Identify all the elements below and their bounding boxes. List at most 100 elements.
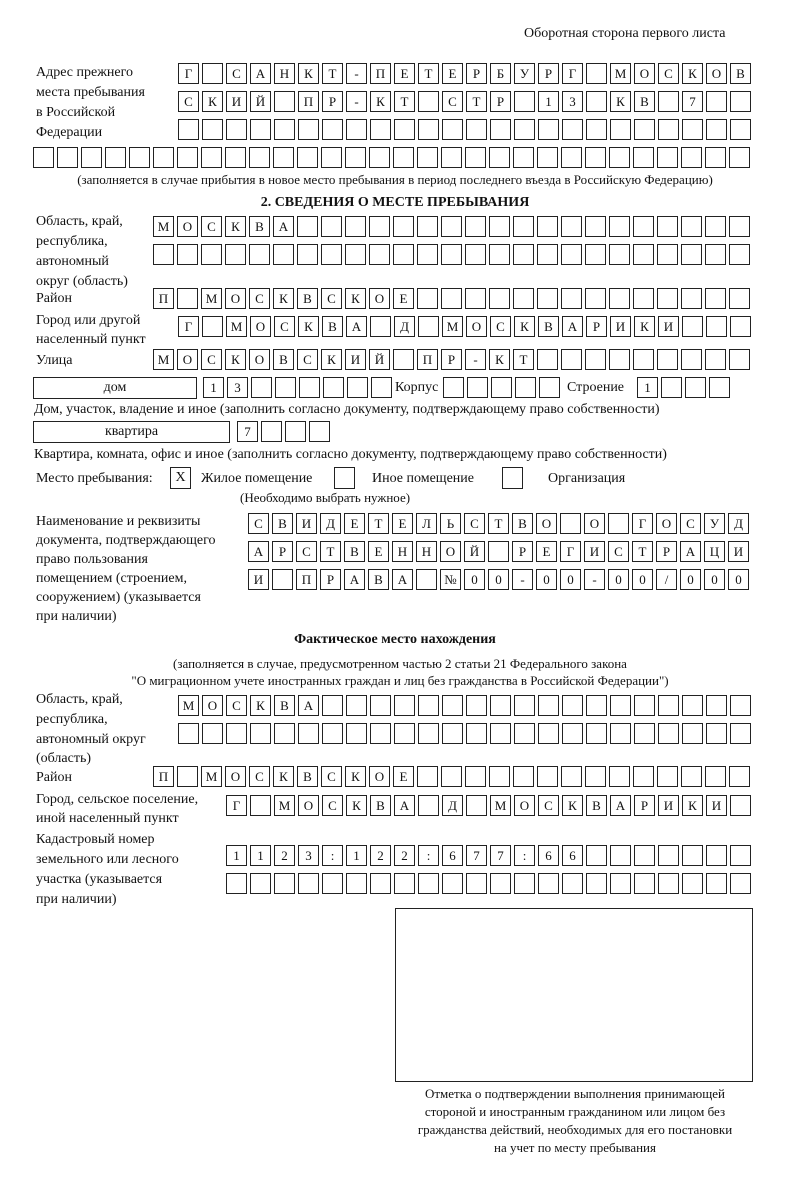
- char-cell[interactable]: К: [370, 91, 391, 112]
- char-cell[interactable]: [346, 873, 367, 894]
- char-cell[interactable]: [562, 723, 583, 744]
- char-cell[interactable]: О: [225, 288, 246, 309]
- char-cell[interactable]: [730, 845, 751, 866]
- char-cell[interactable]: [297, 147, 318, 168]
- char-cell[interactable]: К: [298, 63, 319, 84]
- char-cell[interactable]: [323, 377, 344, 398]
- char-cell[interactable]: [633, 147, 654, 168]
- char-cell[interactable]: [370, 695, 391, 716]
- char-cell[interactable]: К: [345, 288, 366, 309]
- char-cell[interactable]: В: [512, 513, 533, 534]
- char-cell[interactable]: С: [322, 795, 343, 816]
- char-cell[interactable]: [658, 119, 679, 140]
- char-cell[interactable]: С: [321, 288, 342, 309]
- char-cell[interactable]: [153, 147, 174, 168]
- char-cell[interactable]: [729, 147, 750, 168]
- doc-row-3[interactable]: И П Р А В А № 0 0-0 0-0 0/0 0 0: [248, 569, 749, 590]
- char-cell[interactable]: О: [466, 316, 487, 337]
- char-cell[interactable]: [537, 147, 558, 168]
- char-cell[interactable]: [538, 119, 559, 140]
- char-cell[interactable]: А: [392, 569, 413, 590]
- char-cell[interactable]: [539, 377, 560, 398]
- char-cell[interactable]: В: [272, 513, 293, 534]
- char-cell[interactable]: О: [250, 316, 271, 337]
- char-cell[interactable]: О: [584, 513, 605, 534]
- char-cell[interactable]: [249, 244, 270, 265]
- char-cell[interactable]: П: [153, 288, 174, 309]
- char-cell[interactable]: 3: [227, 377, 248, 398]
- char-cell[interactable]: [417, 216, 438, 237]
- char-cell[interactable]: [465, 766, 486, 787]
- char-cell[interactable]: [416, 569, 437, 590]
- char-cell[interactable]: К: [610, 91, 631, 112]
- char-cell[interactable]: Р: [538, 63, 559, 84]
- char-cell[interactable]: М: [442, 316, 463, 337]
- char-cell[interactable]: В: [586, 795, 607, 816]
- korpus-row[interactable]: [443, 377, 560, 398]
- char-cell[interactable]: Г: [560, 541, 581, 562]
- char-cell[interactable]: [273, 147, 294, 168]
- char-cell[interactable]: [658, 91, 679, 112]
- char-cell[interactable]: В: [249, 216, 270, 237]
- char-cell[interactable]: [706, 695, 727, 716]
- char-cell[interactable]: [394, 119, 415, 140]
- char-cell[interactable]: И: [728, 541, 749, 562]
- char-cell[interactable]: [537, 216, 558, 237]
- char-cell[interactable]: [585, 766, 606, 787]
- flat-type-field[interactable]: квартира: [33, 421, 230, 443]
- char-cell[interactable]: С: [464, 513, 485, 534]
- char-cell[interactable]: [586, 845, 607, 866]
- char-cell[interactable]: О: [514, 795, 535, 816]
- stroenie-row[interactable]: 1: [637, 377, 730, 398]
- char-cell[interactable]: [681, 766, 702, 787]
- char-cell[interactable]: [417, 766, 438, 787]
- char-cell[interactable]: Е: [392, 513, 413, 534]
- char-cell[interactable]: [347, 377, 368, 398]
- char-cell[interactable]: И: [706, 795, 727, 816]
- char-cell[interactable]: 0: [560, 569, 581, 590]
- char-cell[interactable]: 0: [704, 569, 725, 590]
- char-cell[interactable]: Д: [728, 513, 749, 534]
- char-cell[interactable]: [202, 316, 223, 337]
- char-cell[interactable]: [561, 766, 582, 787]
- char-cell[interactable]: [466, 119, 487, 140]
- char-cell[interactable]: [657, 766, 678, 787]
- char-cell[interactable]: 1: [203, 377, 224, 398]
- char-cell[interactable]: О: [536, 513, 557, 534]
- char-cell[interactable]: [272, 569, 293, 590]
- char-cell[interactable]: 2: [274, 845, 295, 866]
- char-cell[interactable]: [729, 288, 750, 309]
- char-cell[interactable]: [274, 119, 295, 140]
- char-cell[interactable]: [442, 723, 463, 744]
- char-cell[interactable]: Т: [320, 541, 341, 562]
- char-cell[interactable]: К: [321, 349, 342, 370]
- char-cell[interactable]: А: [344, 569, 365, 590]
- char-cell[interactable]: [369, 216, 390, 237]
- char-cell[interactable]: [417, 147, 438, 168]
- char-cell[interactable]: [418, 119, 439, 140]
- char-cell[interactable]: [202, 119, 223, 140]
- char-cell[interactable]: [394, 723, 415, 744]
- char-cell[interactable]: [273, 244, 294, 265]
- char-cell[interactable]: [345, 244, 366, 265]
- char-cell[interactable]: С: [658, 63, 679, 84]
- char-cell[interactable]: [706, 845, 727, 866]
- checkbox-other-premises[interactable]: [334, 467, 355, 489]
- char-cell[interactable]: [345, 216, 366, 237]
- char-cell[interactable]: Е: [393, 766, 414, 787]
- char-cell[interactable]: [634, 873, 655, 894]
- char-cell[interactable]: [681, 349, 702, 370]
- char-cell[interactable]: [491, 377, 512, 398]
- char-cell[interactable]: [298, 723, 319, 744]
- char-cell[interactable]: 0: [608, 569, 629, 590]
- char-cell[interactable]: [610, 119, 631, 140]
- char-cell[interactable]: 6: [538, 845, 559, 866]
- char-cell[interactable]: [730, 316, 751, 337]
- char-cell[interactable]: [393, 349, 414, 370]
- char-cell[interactable]: Р: [512, 541, 533, 562]
- char-cell[interactable]: [488, 541, 509, 562]
